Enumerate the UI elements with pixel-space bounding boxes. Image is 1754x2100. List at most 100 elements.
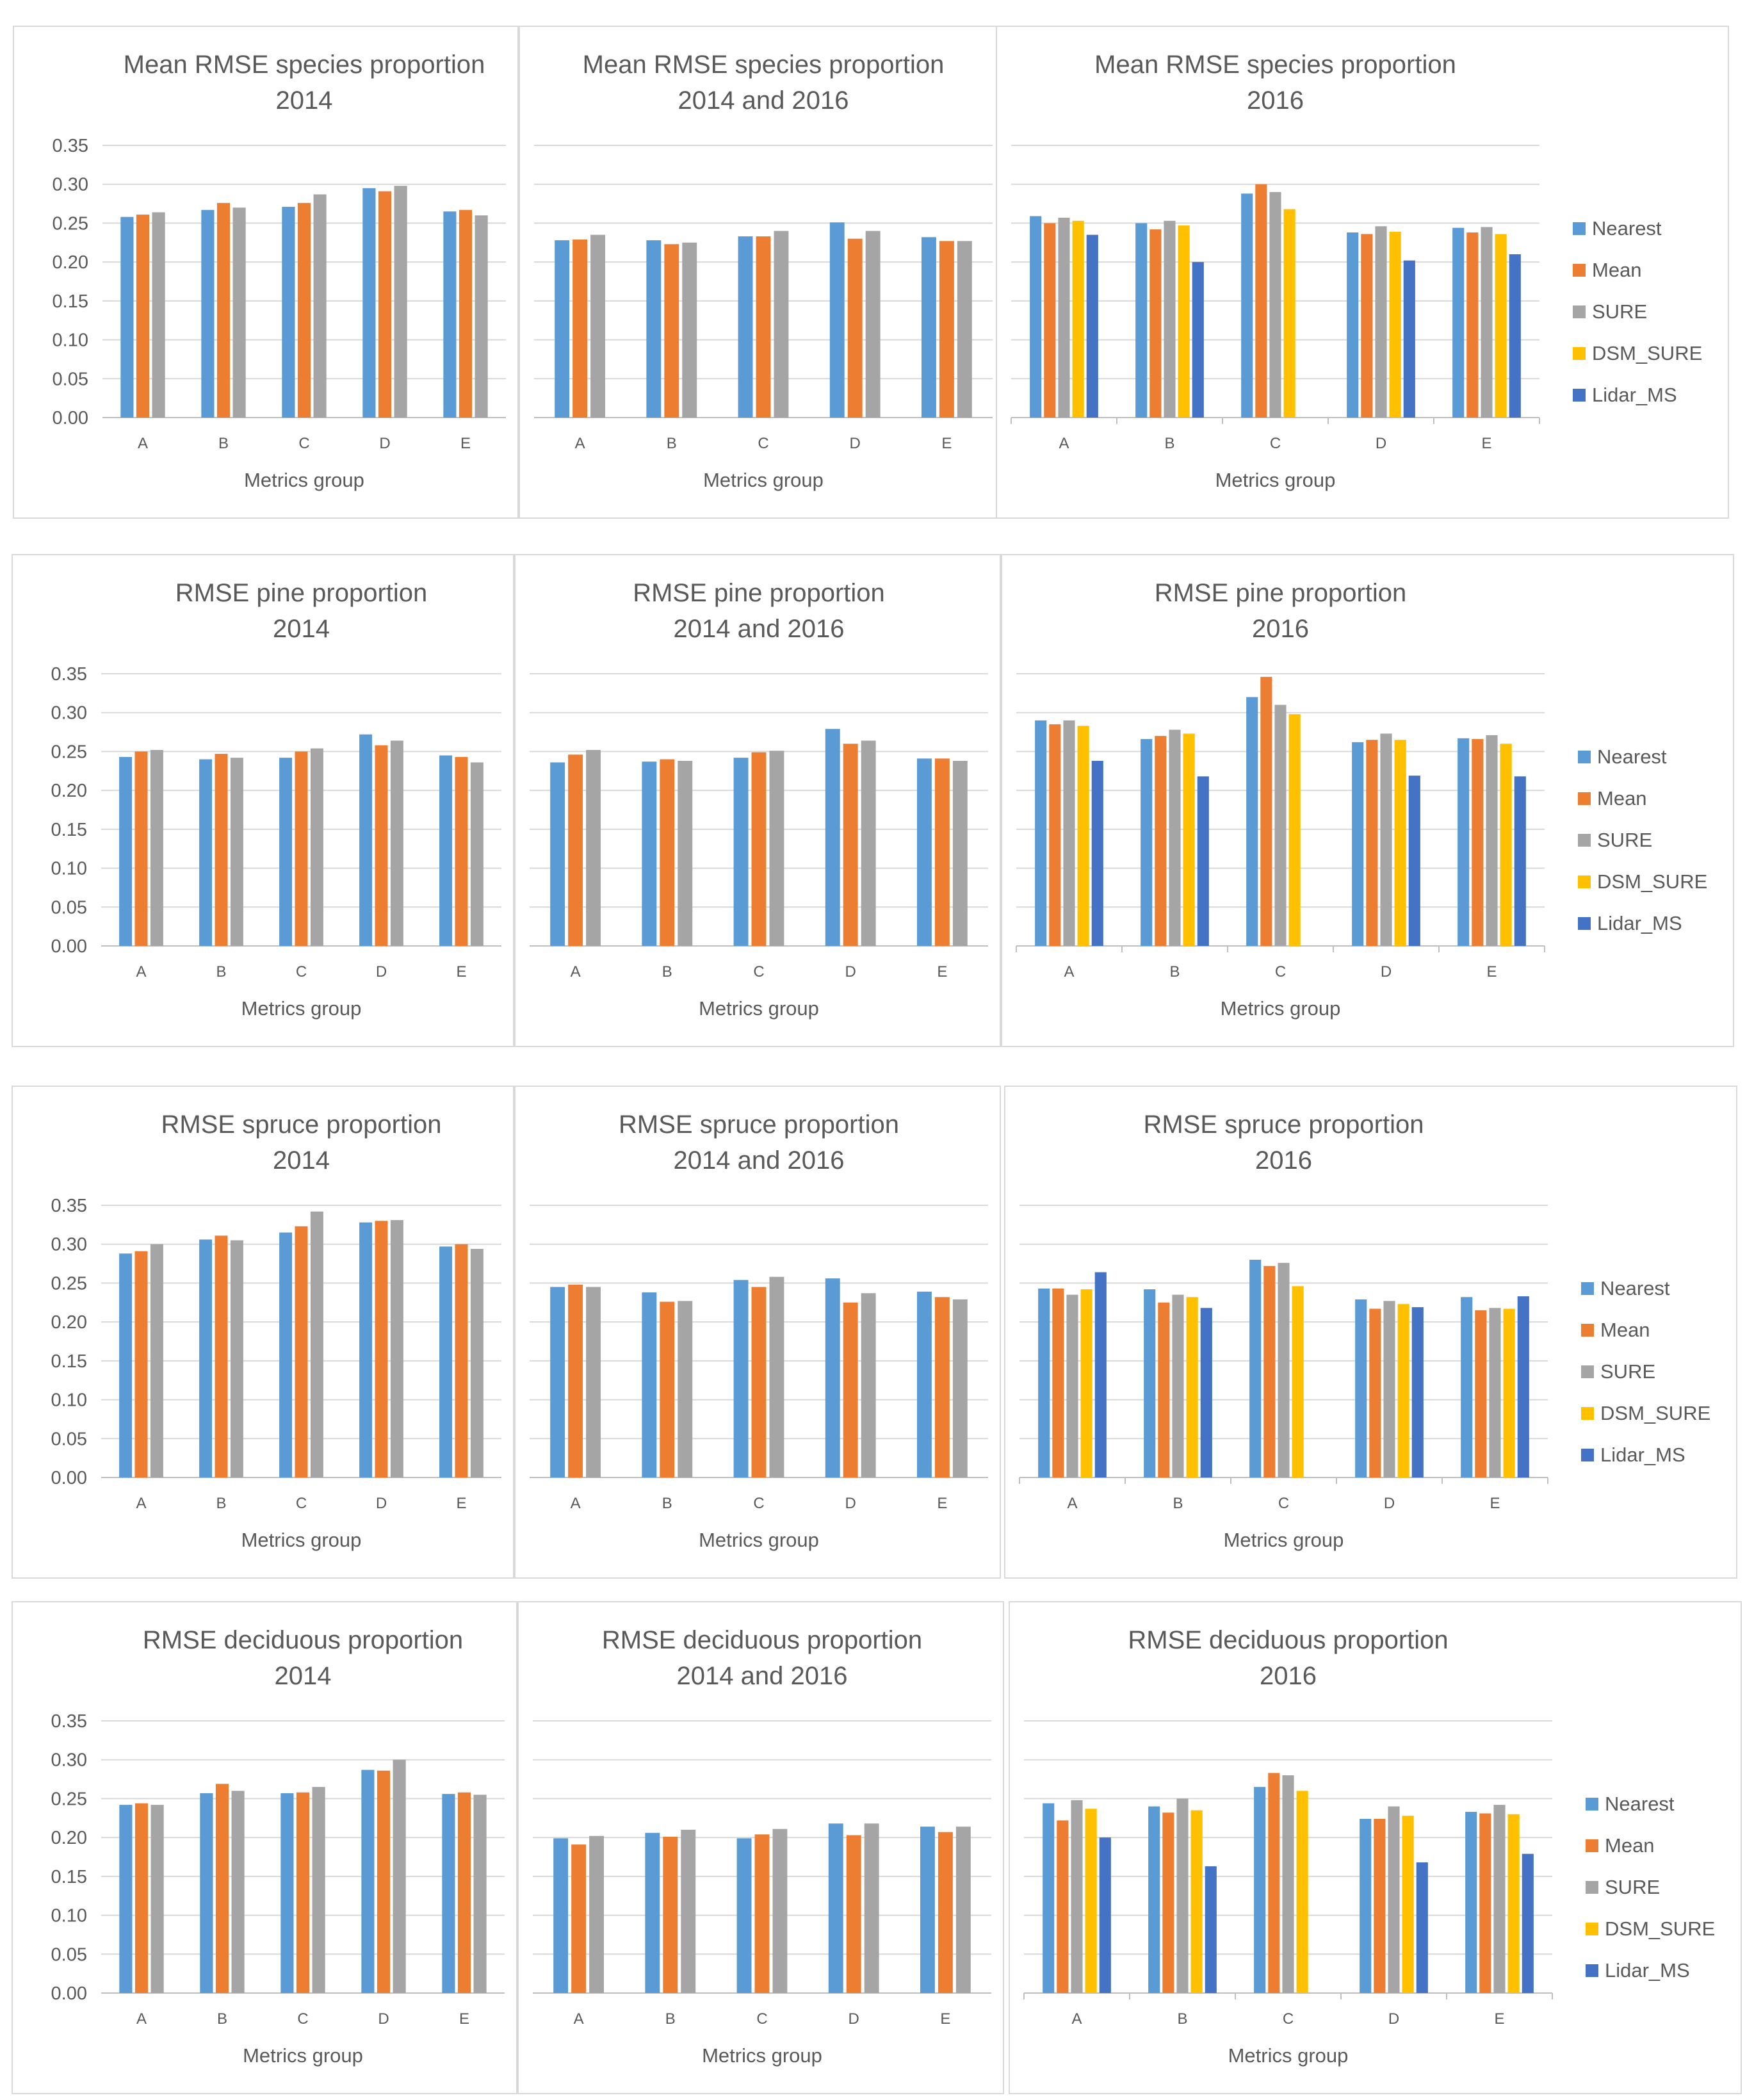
legend-swatch [1586,1798,1598,1811]
bar-nearest-c [279,1232,293,1477]
chart-svg: RMSE deciduous proportion 2014 and 2016 A B… [533,1626,991,2067]
legend-label: Mean [1592,259,1642,281]
legend-label: SURE [1592,300,1647,323]
x-category-label: C [1270,435,1281,452]
bar-sure-d [393,1759,406,1993]
y-tick-label: 0.30 [51,703,87,724]
bar-nearest-c [279,758,293,946]
bar-mean-c [1260,676,1272,946]
bar-mean-d [1366,740,1378,946]
x-category-label: E [941,435,952,452]
bar-mean-d [1369,1308,1381,1477]
bar-mean-b [1149,229,1162,418]
bar-sure-a [1066,1294,1078,1477]
bar-nearest-a [120,216,134,418]
bar-sure-e [470,762,483,946]
bar-sure-c [1278,1262,1290,1477]
legend-swatch [1586,1923,1598,1935]
bar-dsm-sure-a [1077,726,1089,946]
bar-mean-a [134,1251,148,1477]
bar-mean-b [1162,1812,1174,1993]
chart-panel-pine-2014-2016: RMSE pine proportion 2014 and 2016 A B C D E Me… [514,554,1001,1047]
bar-mean-d [377,1770,391,1993]
bar-sure-c [1282,1775,1294,1993]
legend-swatch [1578,792,1591,805]
bar-nearest-a [550,1287,565,1477]
bar-dsm-sure-e [1500,744,1512,946]
x-category-label: D [1388,2010,1399,2028]
bar-sure-d [861,1293,876,1477]
bar-mean-e [457,1792,471,1993]
x-axis-title: Metrics group [243,2044,363,2067]
x-category-label: B [665,2010,676,2028]
bar-dsm-sure-c [1283,209,1295,418]
bar-lidar-ms-b [1192,262,1204,418]
bar-mean-e [1466,232,1479,418]
chart-subtitle: 2016 [1252,615,1309,643]
chart-panel-deciduous-2014-2016: RMSE deciduous proportion 2014 and 2016 A B… [517,1601,1004,2094]
y-tick-label: 0.20 [51,781,87,801]
bar-nearest-c [738,236,753,418]
legend-label: Nearest [1597,745,1667,768]
bar-sure-b [678,1301,693,1477]
bar-sure-e [1489,1308,1501,1477]
chart-panel-spruce-2016: RMSE spruce proportion 2016 A B C D E Metrics g… [1004,1086,1737,1579]
x-axis-title: Metrics group [1215,469,1336,491]
chart-svg: Mean RMSE species proportion 2014 0.35 0.30… [53,51,506,491]
chart-title: Mean RMSE species proportion [1094,51,1456,79]
y-tick-label: 0.25 [51,1789,87,1809]
bar-mean-d [843,744,858,946]
bar-lidar-ms-b [1197,776,1209,946]
chart-panel-species-2016: Mean RMSE species proportion 2016 A B C D E Met… [996,26,1729,519]
legend-swatch [1573,389,1586,402]
legend-swatch [1573,222,1586,235]
x-category-label: A [575,435,585,452]
legend-swatch [1573,305,1586,318]
bar-lidar-ms-d [1408,776,1420,946]
bar-mean-d [378,191,392,418]
x-category-label: A [136,1495,146,1512]
bar-mean-c [754,1834,770,1993]
bar-nearest-a [119,1253,133,1477]
bar-sure-e [1493,1805,1506,1993]
x-category-label: C [758,435,768,452]
bar-nearest-a [1038,1288,1050,1477]
y-tick-label: 0.30 [51,1235,87,1255]
legend-swatch [1586,1839,1598,1852]
bar-nearest-c [1249,1260,1262,1477]
bar-mean-c [295,751,308,946]
x-category-label: C [753,1495,764,1512]
chart-title: RMSE deciduous proportion [1128,1626,1448,1654]
x-category-label: C [1275,963,1286,981]
bar-mean-c [296,1792,310,1993]
y-tick-label: 0.30 [53,175,88,195]
bar-lidar-ms-a [1086,234,1098,418]
y-tick-label: 0.10 [51,1390,87,1411]
bar-sure-a [1071,1800,1083,1993]
y-tick-label: 0.20 [53,252,88,273]
x-axis-title: Metrics group [244,469,364,491]
bar-sure-b [682,242,697,418]
legend-swatch [1578,917,1591,930]
bar-sure-c [774,231,789,418]
bar-nearest-d [828,1823,843,1993]
bar-nearest-e [916,758,932,946]
bar-mean-a [134,1803,149,1993]
bar-mean-b [660,759,675,946]
legend-swatch [1573,264,1586,277]
bar-nearest-b [201,209,215,418]
legend-label: DSM_SURE [1597,870,1707,893]
bar-nearest-e [920,1827,935,1993]
bar-dsm-sure-d [1394,740,1406,946]
bar-sure-c [1269,191,1281,418]
bar-mean-b [660,1301,675,1477]
bar-mean-c [1255,184,1267,418]
bar-lidar-ms-d [1416,1862,1428,1993]
chart-subtitle: 2014 [275,1662,332,1690]
bar-nearest-b [199,1239,213,1477]
bar-sure-c [310,1211,323,1477]
x-category-label: A [138,435,148,452]
bar-dsm-sure-e [1507,1814,1520,1993]
bar-nearest-a [1035,720,1047,946]
bar-sure-b [230,758,243,946]
